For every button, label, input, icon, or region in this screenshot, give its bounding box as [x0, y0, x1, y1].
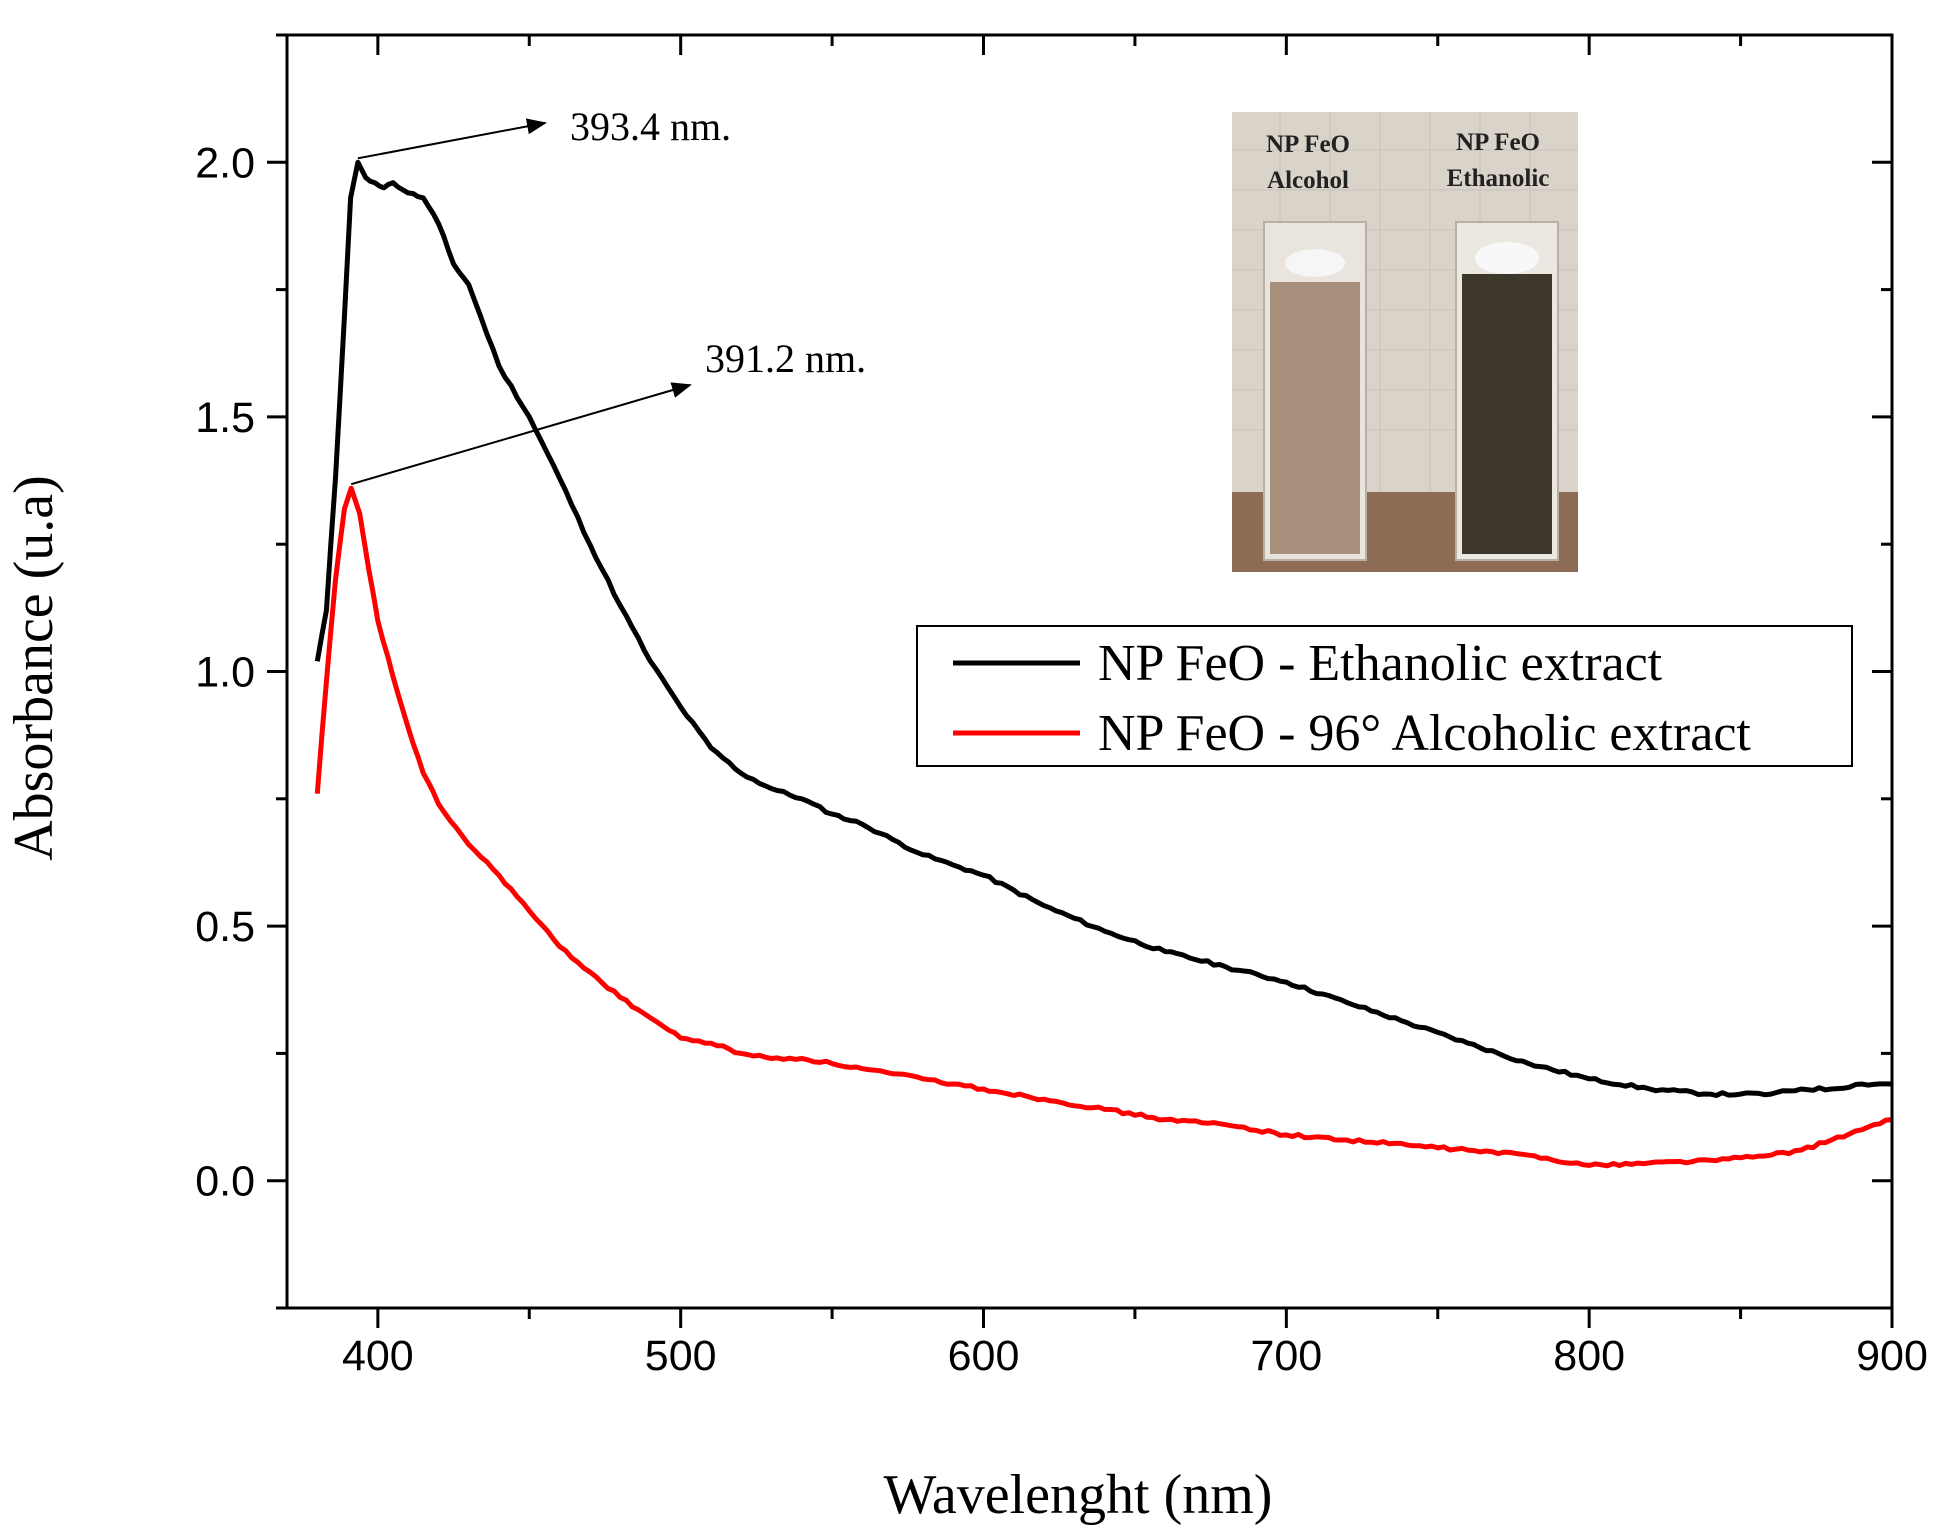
inset-label-left-2: Alcohol	[1267, 167, 1349, 194]
cuvette-photo: NP FeO Alcohol NP FeO Ethanolic	[1232, 112, 1578, 572]
series-line-0	[314, 159, 1893, 1098]
peak-label: 393.4 nm.	[570, 104, 731, 149]
inset-label-right-1: NP FeO	[1456, 129, 1540, 156]
series-line-1	[314, 485, 1893, 1169]
plot-frame	[285, 33, 1894, 1310]
peak-label: 391.2 nm.	[705, 336, 866, 381]
inset-label-left-1: NP FeO	[1266, 131, 1350, 158]
x-tick-label: 700	[1250, 1332, 1322, 1380]
inset-label-right-2: Ethanolic	[1447, 165, 1550, 192]
y-tick-label: 1.5	[195, 394, 255, 442]
peak-arrow	[350, 382, 692, 486]
peak-arrow	[357, 118, 547, 160]
peak-annotations: 393.4 nm. 391.2 nm.	[350, 104, 866, 486]
x-tick-label: 900	[1856, 1332, 1928, 1380]
series-layer	[314, 159, 1893, 1169]
x-tick-label: 500	[645, 1332, 717, 1380]
y-tick-label: 0.5	[195, 903, 255, 951]
y-tick-labels: 0.0 0.5 1.0 1.5 2.0	[195, 139, 255, 1205]
legend-label-ethanolic: NP FeO - Ethanolic extract	[1098, 635, 1663, 692]
y-axis-title: Absorbance (u.a)	[3, 475, 65, 861]
x-axis-title: Wavelenght (nm)	[884, 1464, 1273, 1526]
legend: NP FeO - Ethanolic extract NP FeO - 96° …	[916, 625, 1853, 767]
x-tick-labels: 400 500 600 700 800 900	[342, 1332, 1928, 1380]
legend-label-alcoholic: NP FeO - 96° Alcoholic extract	[1098, 705, 1751, 762]
x-tick-label: 600	[948, 1332, 1020, 1380]
x-tick-label: 800	[1553, 1332, 1625, 1380]
x-tick-label: 400	[342, 1332, 414, 1380]
y-tick-label: 1.0	[195, 649, 255, 697]
y-tick-label: 2.0	[195, 139, 255, 187]
y-tick-label: 0.0	[195, 1158, 255, 1206]
